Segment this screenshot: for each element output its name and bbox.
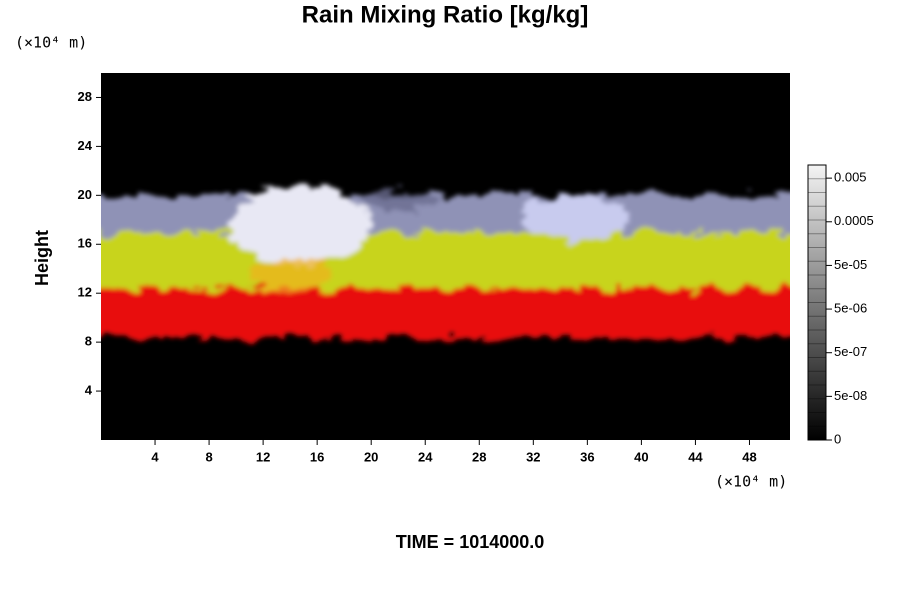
- chart-title: Rain Mixing Ratio [kg/kg]: [302, 1, 589, 28]
- x-tick-label: 40: [634, 449, 648, 464]
- colorbar-tick-label: 5e-07: [834, 344, 867, 359]
- y-unit: (×10⁴ m): [15, 34, 87, 52]
- colorbar: [807, 164, 827, 441]
- y-axis-label: Height: [32, 230, 52, 286]
- x-tick-label: 36: [580, 449, 594, 464]
- x-tick-label: 28: [472, 449, 486, 464]
- x-unit: (×10⁴ m): [715, 473, 787, 491]
- time-annotation: TIME = 1014000.0: [396, 532, 545, 552]
- colorbar-tick-label: 0: [834, 431, 841, 446]
- x-tick-label: 12: [256, 449, 270, 464]
- x-tick-label: 8: [205, 449, 212, 464]
- colorbar-tick-label: 0.005: [834, 170, 867, 185]
- volume-rendering: [101, 185, 790, 338]
- x-tick-label: 32: [526, 449, 540, 464]
- y-tick-label: 16: [78, 236, 92, 251]
- x-tick-label: 44: [688, 449, 703, 464]
- x-tick-label: 4: [151, 449, 159, 464]
- x-tick-label: 48: [742, 449, 756, 464]
- colorbar-tick-label: 0.0005: [834, 213, 874, 228]
- colorbar-tick-label: 5e-08: [834, 388, 867, 403]
- y-tick-label: 24: [78, 138, 93, 153]
- x-tick-label: 20: [364, 449, 378, 464]
- y-tick-label: 20: [78, 187, 92, 202]
- y-tick-label: 28: [78, 89, 92, 104]
- y-tick-label: 12: [78, 285, 92, 300]
- colorbar-tick-label: 5e-05: [834, 257, 867, 272]
- y-tick-label: 8: [85, 334, 92, 349]
- x-tick-label: 16: [310, 449, 324, 464]
- y-tick-label: 4: [85, 383, 93, 398]
- colorbar-tick-label: 5e-06: [834, 301, 867, 316]
- x-tick-label: 24: [418, 449, 433, 464]
